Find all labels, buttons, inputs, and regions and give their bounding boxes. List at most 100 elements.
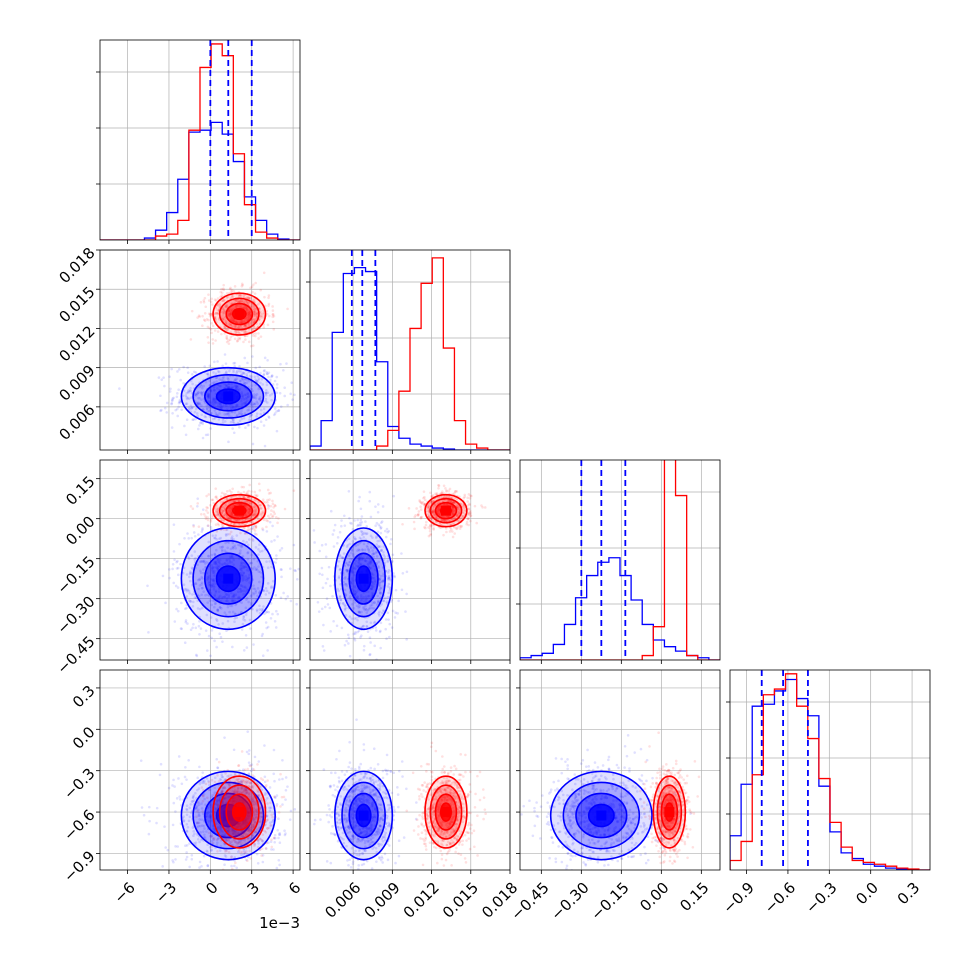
scatter-point bbox=[416, 513, 420, 517]
scatter-point bbox=[191, 600, 195, 604]
scatter-point bbox=[222, 879, 225, 882]
scatter-point bbox=[214, 561, 217, 565]
scatter-point bbox=[214, 536, 217, 540]
scatter-point bbox=[170, 426, 174, 429]
scatter-point bbox=[369, 604, 372, 607]
scatter-point bbox=[253, 402, 256, 406]
scatter-point bbox=[378, 578, 381, 582]
scatter-point bbox=[222, 326, 226, 329]
scatter-point bbox=[240, 584, 244, 588]
scatter-point bbox=[416, 513, 420, 517]
scatter-point bbox=[245, 374, 249, 378]
scatter-point bbox=[220, 378, 223, 382]
scatter-point bbox=[208, 364, 212, 368]
scatter-point bbox=[269, 504, 273, 508]
scatter-point bbox=[234, 519, 238, 522]
scatter-point bbox=[278, 549, 282, 552]
scatter-point bbox=[265, 530, 269, 533]
scatter-point bbox=[263, 744, 266, 747]
scatter-point bbox=[240, 574, 244, 578]
scatter-point bbox=[427, 514, 431, 517]
scatter-point bbox=[306, 398, 309, 401]
scatter-point bbox=[204, 305, 208, 309]
scatter-point bbox=[400, 552, 403, 555]
scatter-point bbox=[275, 383, 279, 386]
scatter-point bbox=[271, 502, 275, 506]
scatter-point bbox=[241, 573, 245, 577]
scatter-point bbox=[254, 281, 257, 285]
scatter-point bbox=[259, 412, 262, 416]
scatter-point bbox=[355, 604, 359, 608]
scatter-point bbox=[446, 515, 449, 519]
scatter-point bbox=[371, 580, 374, 584]
scatter-point bbox=[447, 489, 451, 493]
scatter-point bbox=[341, 556, 344, 560]
scatter-point bbox=[200, 404, 203, 407]
scatter-point bbox=[233, 378, 237, 381]
scatter-point bbox=[230, 490, 233, 494]
scatter-point bbox=[241, 371, 245, 375]
scatter-point bbox=[255, 379, 258, 383]
scatter-point bbox=[257, 570, 261, 573]
scatter-point bbox=[373, 621, 376, 625]
scatter-point bbox=[378, 591, 382, 594]
scatter-point bbox=[266, 372, 269, 376]
scatter-point bbox=[262, 271, 266, 275]
scatter-point bbox=[243, 320, 246, 324]
scatter-point bbox=[237, 515, 241, 518]
scatter-point bbox=[253, 393, 256, 396]
scatter-point bbox=[241, 395, 245, 398]
scatter-point bbox=[239, 397, 243, 401]
scatter-point bbox=[241, 564, 245, 568]
scatter-point bbox=[268, 516, 271, 520]
scatter-point bbox=[231, 487, 234, 491]
scatter-point bbox=[379, 586, 383, 590]
scatter-point bbox=[428, 516, 432, 520]
scatter-point bbox=[375, 550, 378, 553]
scatter-point bbox=[217, 597, 221, 600]
scatter-point bbox=[257, 760, 261, 763]
scatter-point bbox=[256, 587, 260, 590]
scatter-point bbox=[186, 532, 189, 535]
scatter-point bbox=[442, 495, 446, 499]
scatter-point bbox=[427, 534, 431, 538]
scatter-point bbox=[432, 506, 435, 510]
scatter-point bbox=[344, 613, 348, 617]
scatter-point bbox=[270, 398, 273, 402]
scatter-point bbox=[238, 544, 242, 547]
scatter-point bbox=[264, 611, 268, 614]
scatter-point bbox=[215, 311, 218, 315]
scatter-point bbox=[214, 315, 217, 319]
scatter-point bbox=[220, 511, 224, 515]
scatter-point bbox=[237, 499, 241, 502]
scatter-point bbox=[239, 320, 243, 323]
scatter-point bbox=[376, 539, 379, 543]
scatter-point bbox=[223, 326, 227, 330]
scatter-point bbox=[350, 577, 354, 580]
scatter-point bbox=[205, 506, 208, 509]
scatter-point bbox=[215, 566, 219, 570]
scatter-point bbox=[246, 596, 249, 600]
scatter-point bbox=[213, 593, 217, 596]
scatter-point bbox=[175, 395, 179, 399]
scatter-point bbox=[365, 625, 369, 628]
scatter-point bbox=[368, 606, 372, 610]
scatter-point bbox=[359, 599, 363, 602]
scatter-point bbox=[163, 825, 166, 828]
scatter-point bbox=[293, 569, 297, 572]
scatter-point bbox=[281, 883, 284, 886]
scatter-point bbox=[232, 319, 236, 323]
scatter-point bbox=[236, 515, 239, 519]
scatter-point bbox=[423, 498, 427, 502]
scatter-point bbox=[196, 497, 200, 500]
scatter-point bbox=[242, 539, 245, 543]
scatter-point bbox=[244, 517, 248, 521]
scatter-point bbox=[206, 524, 210, 528]
scatter-point bbox=[377, 523, 381, 527]
scatter-point bbox=[210, 585, 214, 589]
scatter-point bbox=[246, 378, 249, 382]
scatter-point bbox=[469, 514, 473, 517]
scatter-point bbox=[382, 545, 385, 548]
scatter-point bbox=[251, 567, 255, 571]
scatter-point bbox=[211, 324, 215, 328]
